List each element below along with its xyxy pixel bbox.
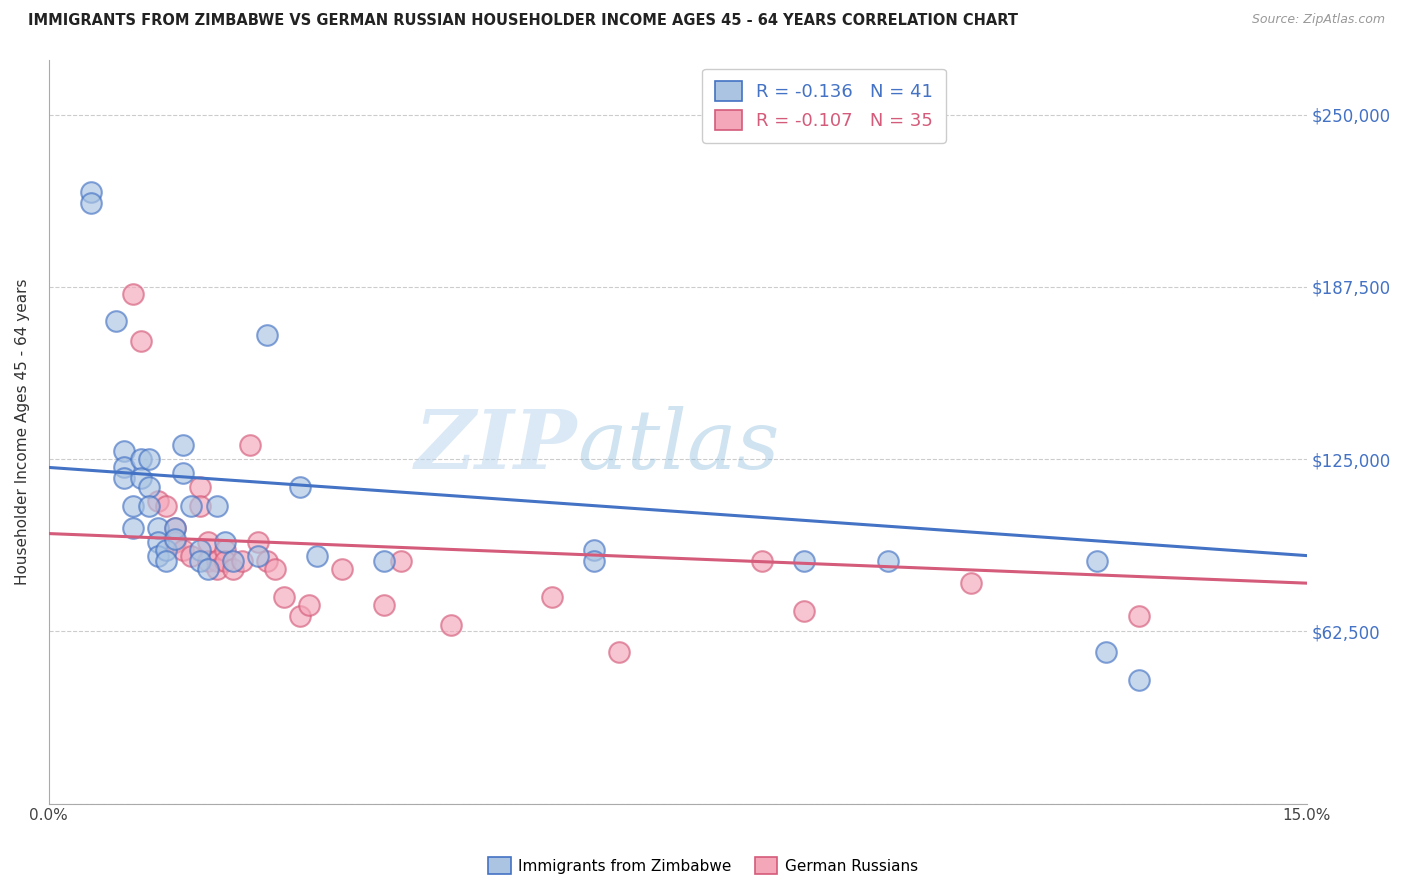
Point	[188, 480, 211, 494]
Point	[104, 314, 127, 328]
Point	[330, 562, 353, 576]
Point	[121, 286, 143, 301]
Point	[205, 499, 228, 513]
Point	[112, 460, 135, 475]
Point	[146, 534, 169, 549]
Point	[214, 534, 236, 549]
Point	[389, 554, 412, 568]
Point	[264, 562, 287, 576]
Point	[163, 521, 186, 535]
Text: IMMIGRANTS FROM ZIMBABWE VS GERMAN RUSSIAN HOUSEHOLDER INCOME AGES 45 - 64 YEARS: IMMIGRANTS FROM ZIMBABWE VS GERMAN RUSSI…	[28, 13, 1018, 29]
Point	[155, 499, 177, 513]
Point	[129, 452, 152, 467]
Point	[307, 549, 329, 563]
Y-axis label: Householder Income Ages 45 - 64 years: Householder Income Ages 45 - 64 years	[15, 278, 30, 585]
Point	[1094, 645, 1116, 659]
Point	[172, 438, 194, 452]
Point	[1085, 554, 1108, 568]
Point	[541, 590, 564, 604]
Point	[172, 466, 194, 480]
Point	[180, 549, 202, 563]
Point	[440, 617, 463, 632]
Point	[290, 480, 312, 494]
Point	[163, 521, 186, 535]
Point	[214, 554, 236, 568]
Point	[188, 554, 211, 568]
Point	[222, 562, 245, 576]
Point	[582, 554, 605, 568]
Point	[80, 185, 103, 199]
Point	[239, 438, 262, 452]
Point	[197, 554, 219, 568]
Point	[960, 576, 983, 591]
Point	[146, 493, 169, 508]
Point	[138, 499, 160, 513]
Point	[751, 554, 773, 568]
Point	[197, 534, 219, 549]
Point	[273, 590, 295, 604]
Point	[607, 645, 630, 659]
Point	[129, 471, 152, 485]
Point	[1128, 609, 1150, 624]
Point	[373, 598, 395, 612]
Point	[129, 334, 152, 348]
Point	[256, 554, 278, 568]
Point	[205, 554, 228, 568]
Point	[247, 534, 270, 549]
Point	[876, 554, 898, 568]
Point	[138, 452, 160, 467]
Point	[121, 521, 143, 535]
Legend: Immigrants from Zimbabwe, German Russians: Immigrants from Zimbabwe, German Russian…	[482, 851, 924, 880]
Text: Source: ZipAtlas.com: Source: ZipAtlas.com	[1251, 13, 1385, 27]
Point	[80, 195, 103, 210]
Point	[373, 554, 395, 568]
Point	[197, 562, 219, 576]
Point	[138, 480, 160, 494]
Point	[256, 328, 278, 343]
Point	[121, 499, 143, 513]
Point	[290, 609, 312, 624]
Point	[112, 443, 135, 458]
Point	[793, 604, 815, 618]
Legend: R = -0.136   N = 41, R = -0.107   N = 35: R = -0.136 N = 41, R = -0.107 N = 35	[702, 69, 946, 143]
Point	[180, 499, 202, 513]
Point	[146, 521, 169, 535]
Point	[155, 554, 177, 568]
Point	[205, 562, 228, 576]
Point	[188, 543, 211, 558]
Point	[155, 543, 177, 558]
Text: ZIP: ZIP	[415, 407, 578, 486]
Point	[112, 471, 135, 485]
Point	[247, 549, 270, 563]
Point	[582, 543, 605, 558]
Point	[172, 543, 194, 558]
Point	[222, 554, 245, 568]
Text: atlas: atlas	[578, 407, 779, 486]
Point	[163, 532, 186, 546]
Point	[163, 534, 186, 549]
Point	[793, 554, 815, 568]
Point	[298, 598, 321, 612]
Point	[231, 554, 253, 568]
Point	[214, 543, 236, 558]
Point	[146, 549, 169, 563]
Point	[188, 499, 211, 513]
Point	[1128, 673, 1150, 687]
